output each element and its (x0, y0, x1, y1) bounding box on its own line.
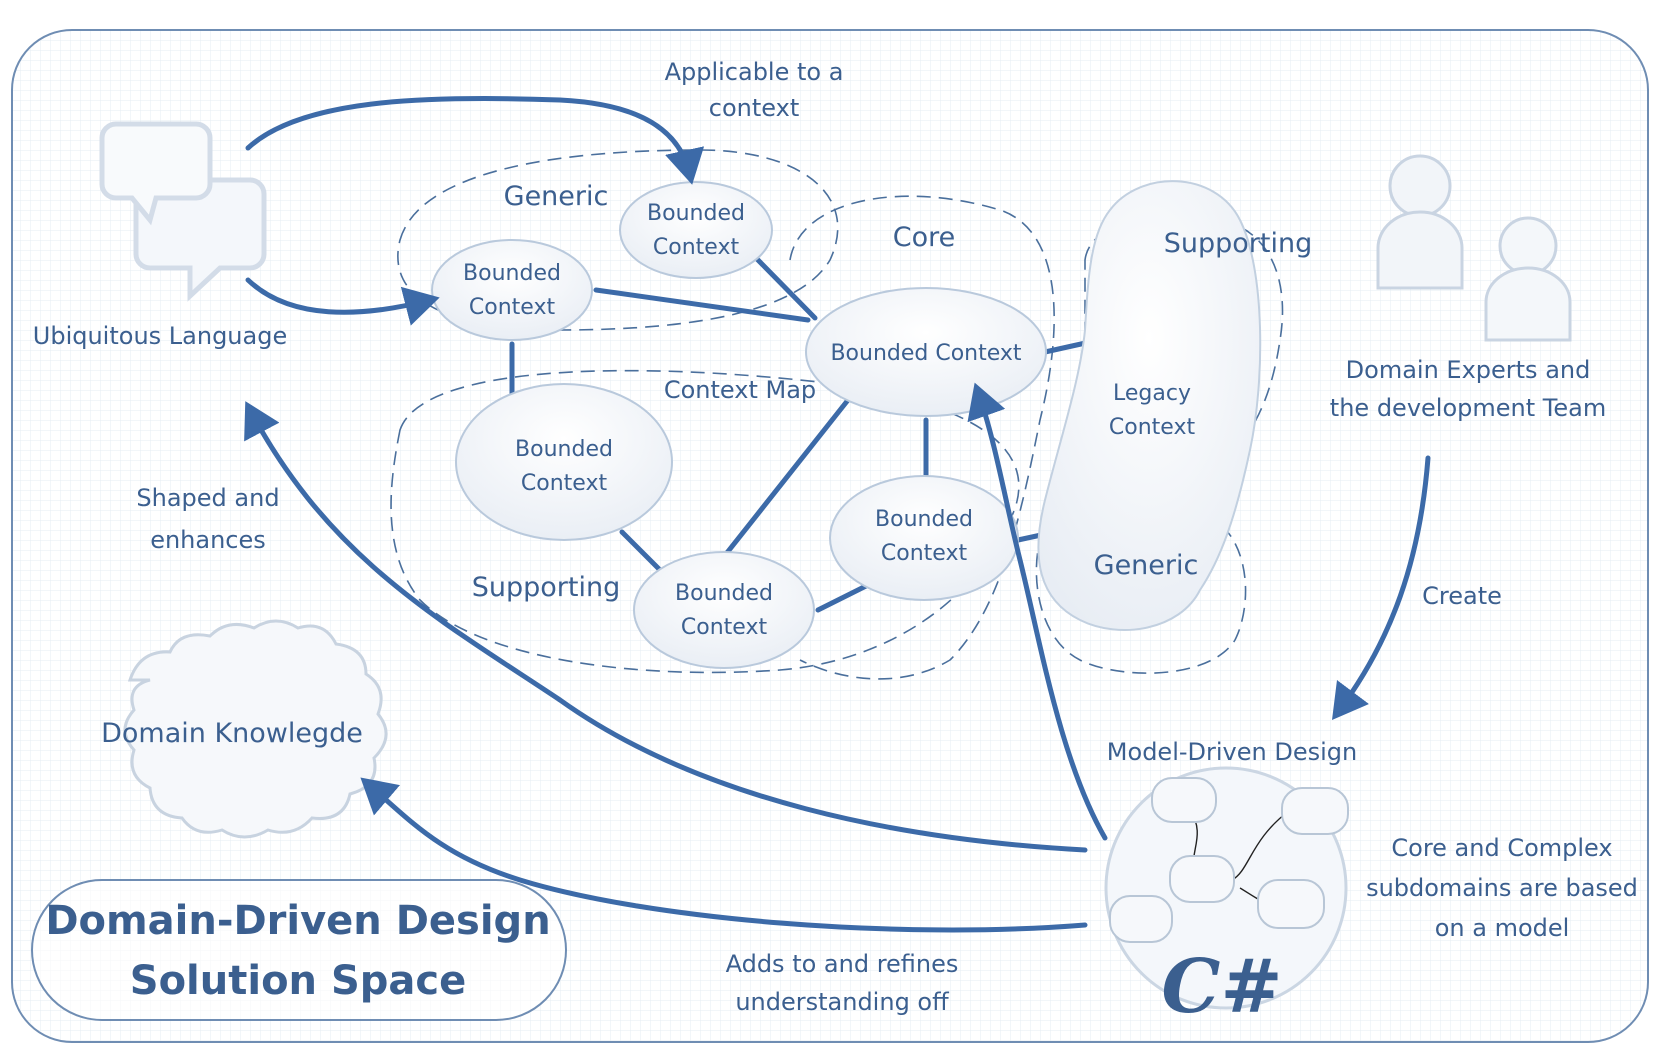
bounded-context-lower-center[interactable] (829, 475, 1019, 601)
bounded-context-top-right[interactable] (619, 181, 773, 279)
shaped-label-1: Shaped and (136, 484, 279, 512)
legacy-label-2: Context (1109, 415, 1196, 440)
core-complex-label-2: subdomains are based (1366, 874, 1638, 902)
bounded-lower-mid-line1: Bounded (675, 581, 773, 606)
supporting-left-label: Supporting (472, 572, 621, 603)
ubiquitous-language-label: Ubiquitous Language (33, 322, 287, 350)
csharp-logo: C# (1162, 944, 1283, 1030)
domain-experts-label-2: the development Team (1330, 394, 1606, 422)
create-label: Create (1422, 582, 1502, 610)
supporting-right-label: Supporting (1164, 228, 1313, 259)
supporting-blob (1037, 180, 1262, 631)
title-pill (31, 879, 567, 1021)
bounded-top-right-line1: Bounded (647, 201, 745, 226)
domain-experts-label-1: Domain Experts and (1346, 356, 1591, 384)
model-driven-design-graphic (1104, 766, 1349, 1010)
core-complex-label-3: on a model (1435, 914, 1570, 942)
generic-top-label: Generic (504, 181, 609, 212)
model-driven-design-label: Model-Driven Design (1107, 738, 1357, 766)
core-label: Core (893, 222, 956, 253)
speech-bubbles-icon (99, 121, 267, 302)
generic-right-label: Generic (1094, 550, 1199, 581)
flow-arrows (244, 95, 1431, 933)
bounded-mid-left-line2: Context (521, 471, 608, 496)
users-icon (1376, 154, 1572, 342)
bounded-top-right-line2: Context (653, 235, 740, 260)
title-line-1: Domain-Driven Design (45, 898, 550, 944)
title-line-2: Solution Space (130, 958, 466, 1004)
context-map-label: Context Map (664, 376, 816, 404)
adds-label-2: understanding off (735, 988, 949, 1016)
shaped-label-2: enhances (150, 526, 266, 554)
core-complex-label-1: Core and Complex (1391, 834, 1612, 862)
context-links (509, 255, 1093, 613)
bounded-mid-left-line1: Bounded (515, 437, 613, 462)
bounded-lower-center-line2: Context (881, 541, 968, 566)
applicable-label-2: context (709, 94, 799, 122)
bounded-core-label: Bounded Context (830, 341, 1021, 366)
bounded-context-top-left[interactable] (431, 239, 593, 341)
legacy-label-1: Legacy (1113, 381, 1191, 406)
bounded-lower-mid-line2: Context (681, 615, 768, 640)
bounded-top-left-line1: Bounded (463, 261, 561, 286)
bounded-lower-center-line1: Bounded (875, 507, 973, 532)
domain-knowledge-label: Domain Knowlegde (101, 718, 363, 749)
bounded-top-left-line2: Context (469, 295, 556, 320)
bounded-context-lower-mid[interactable] (633, 551, 815, 669)
applicable-label-1: Applicable to a (665, 58, 844, 86)
adds-label-1: Adds to and refines (726, 950, 959, 978)
bounded-context-mid-left[interactable] (455, 383, 673, 541)
